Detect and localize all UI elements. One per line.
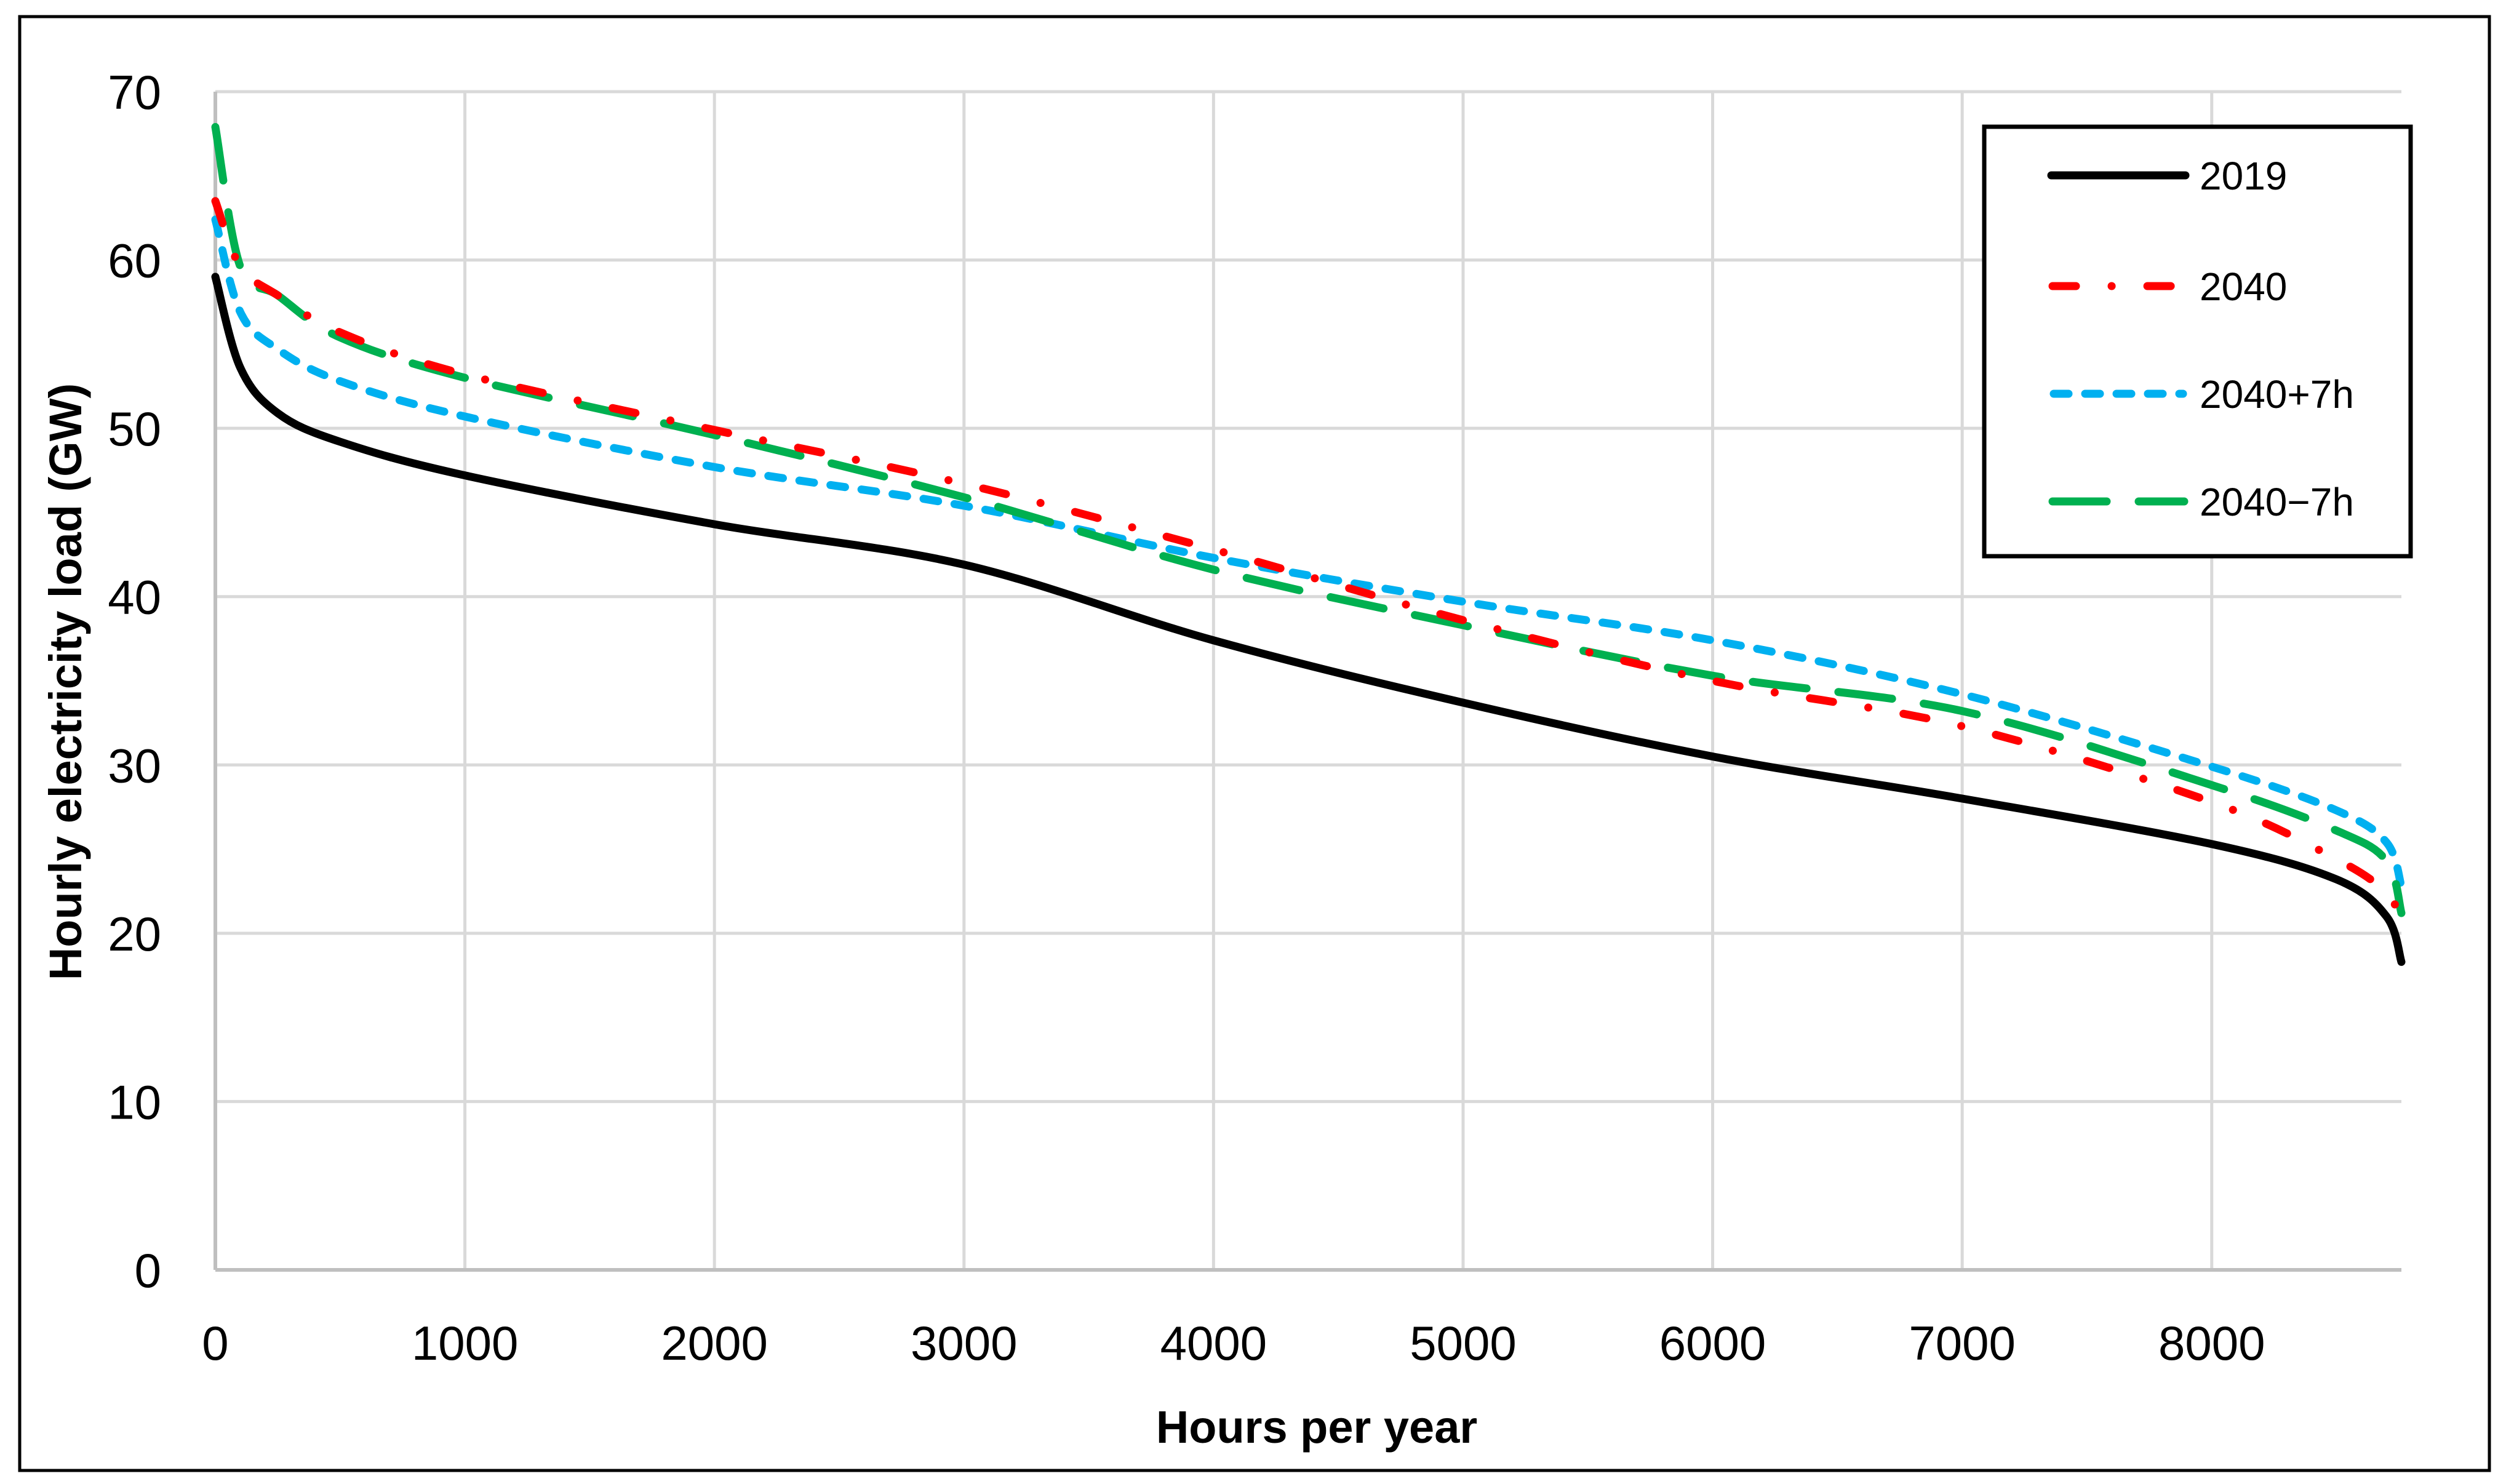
y-tick-label: 60 bbox=[108, 234, 161, 288]
x-tick-label: 3000 bbox=[911, 1316, 1018, 1370]
legend: 2019 2040 2040+7h 2040−7h bbox=[1982, 124, 2413, 559]
data-series bbox=[211, 122, 2406, 966]
x-tick-label: 6000 bbox=[1659, 1316, 1766, 1370]
y-axis-ticks: 0 10 20 30 40 50 60 70 bbox=[108, 65, 161, 1298]
y-axis-title: Hourly electricity load (GW) bbox=[40, 383, 91, 980]
series-line-2040-7h bbox=[211, 215, 2406, 890]
x-tick-label: 1000 bbox=[412, 1316, 519, 1370]
legend-item-2019: 2019 bbox=[2047, 154, 2287, 198]
y-tick-label: 70 bbox=[108, 65, 161, 119]
legend-label-2040-minus-7h: 2040−7h bbox=[2200, 480, 2354, 524]
x-tick-label: 4000 bbox=[1160, 1316, 1267, 1370]
legend-item-2040-minus-7h: 2040−7h bbox=[2048, 480, 2354, 524]
series-line-2040-7h bbox=[211, 122, 2406, 917]
x-axis-ticks: 0 1000 2000 3000 4000 5000 6000 7000 8000 bbox=[202, 1316, 2265, 1370]
x-tick-label: 7000 bbox=[1909, 1316, 2016, 1370]
y-tick-label: 40 bbox=[108, 570, 161, 624]
x-tick-label: 0 bbox=[202, 1316, 228, 1370]
y-tick-label: 0 bbox=[135, 1243, 161, 1298]
legend-item-2040-plus-7h: 2040+7h bbox=[2049, 372, 2354, 417]
series-line-2040 bbox=[211, 197, 2406, 926]
y-tick-label: 10 bbox=[108, 1075, 161, 1129]
y-tick-label: 50 bbox=[108, 402, 161, 456]
x-tick-label: 5000 bbox=[1410, 1316, 1517, 1370]
x-tick-label: 8000 bbox=[2158, 1316, 2265, 1370]
legend-label-2019: 2019 bbox=[2200, 154, 2287, 198]
series-line-2019 bbox=[211, 273, 2406, 966]
y-tick-label: 20 bbox=[108, 907, 161, 961]
legend-item-2040: 2040 bbox=[2048, 265, 2287, 309]
y-tick-label: 30 bbox=[108, 738, 161, 792]
legend-label-2040: 2040 bbox=[2200, 265, 2287, 309]
legend-box bbox=[1982, 124, 2413, 559]
x-tick-label: 2000 bbox=[661, 1316, 768, 1370]
x-axis-title: Hours per year bbox=[1156, 1402, 1477, 1453]
legend-label-2040-plus-7h: 2040+7h bbox=[2200, 372, 2354, 417]
